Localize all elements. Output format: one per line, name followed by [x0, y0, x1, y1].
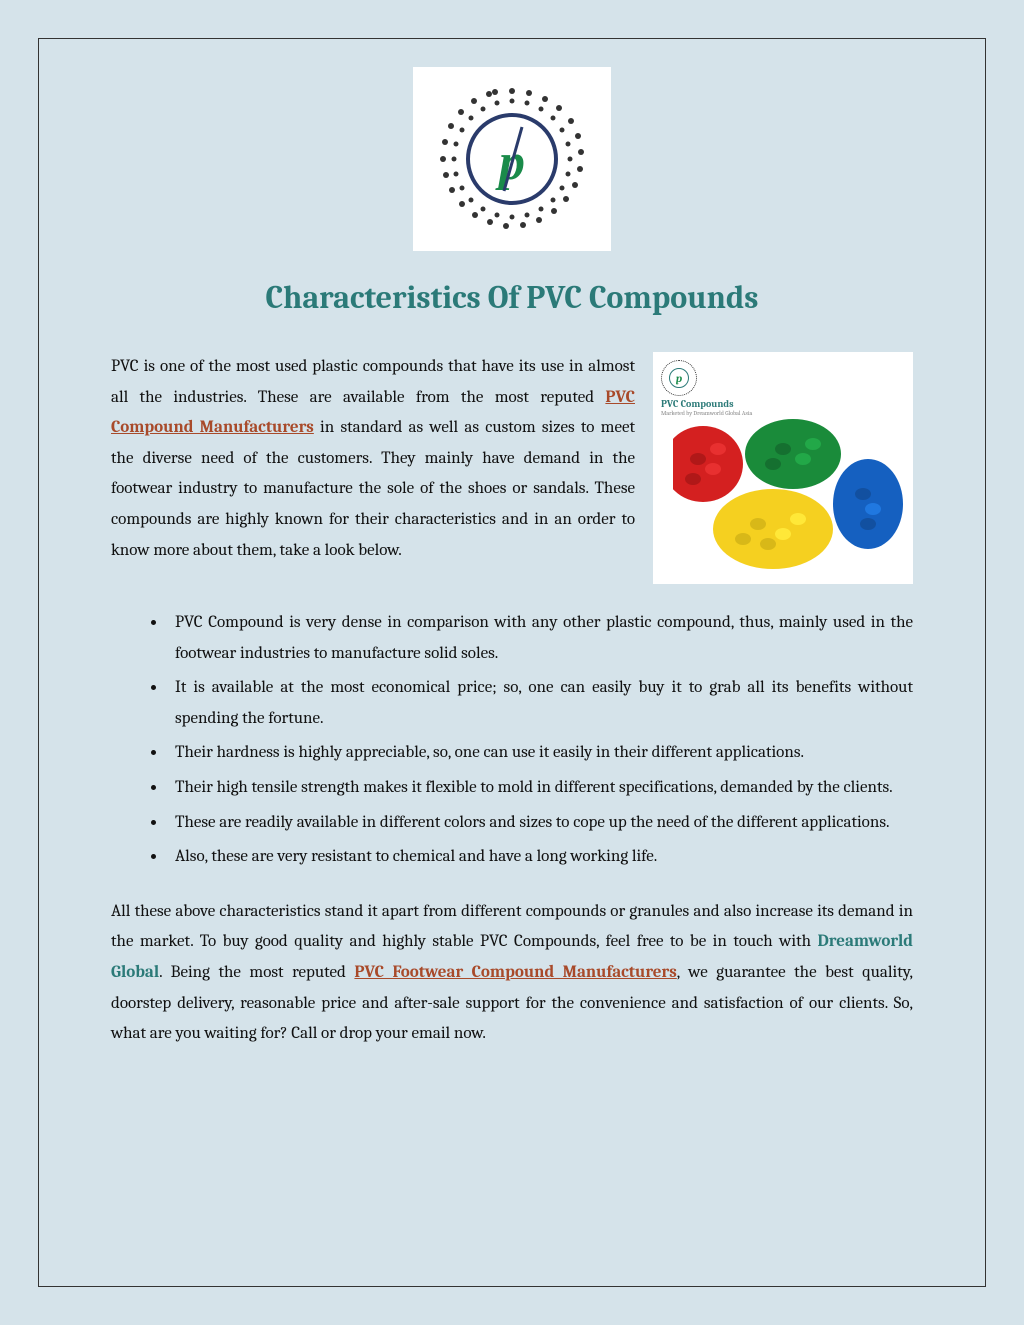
- list-item: Their hardness is highly appreciable, so…: [167, 738, 913, 769]
- logo-icon: p: [432, 79, 592, 239]
- page-title: Characteristics Of PVC Compounds: [111, 279, 913, 316]
- intro-section: PVC is one of the most used plastic comp…: [111, 352, 913, 584]
- page-border: p Characteristics Of PVC Compounds PVC i…: [38, 38, 986, 1287]
- granules-icon: [673, 414, 903, 574]
- company-logo: p: [413, 67, 611, 251]
- product-image: p PVC Compounds Marketed by Dreamworld G…: [653, 352, 913, 584]
- intro-text-before: PVC is one of the most used plastic comp…: [111, 357, 635, 407]
- list-item: Also, these are very resistant to chemic…: [167, 842, 913, 873]
- characteristics-list: PVC Compound is very dense in comparison…: [111, 608, 913, 873]
- svg-text:p: p: [495, 134, 525, 191]
- closing-after-brand: . Being the most reputed: [159, 963, 354, 982]
- product-label: PVC Compounds: [661, 398, 752, 410]
- list-item: It is available at the most economical p…: [167, 673, 913, 734]
- pvc-footwear-link[interactable]: PVC Footwear Compound Manufacturers: [354, 963, 676, 982]
- list-item: These are readily available in different…: [167, 808, 913, 839]
- list-item: Their high tensile strength makes it fle…: [167, 773, 913, 804]
- closing-before-brand: All these above characteristics stand it…: [111, 902, 913, 952]
- intro-paragraph: PVC is one of the most used plastic comp…: [111, 352, 635, 584]
- intro-text-after: in standard as well as custom sizes to m…: [111, 418, 635, 559]
- mini-logo: p PVC Compounds Marketed by Dreamworld G…: [661, 360, 752, 417]
- list-item: PVC Compound is very dense in comparison…: [167, 608, 913, 669]
- closing-paragraph: All these above characteristics stand it…: [111, 897, 913, 1050]
- logo-container: p: [111, 67, 913, 251]
